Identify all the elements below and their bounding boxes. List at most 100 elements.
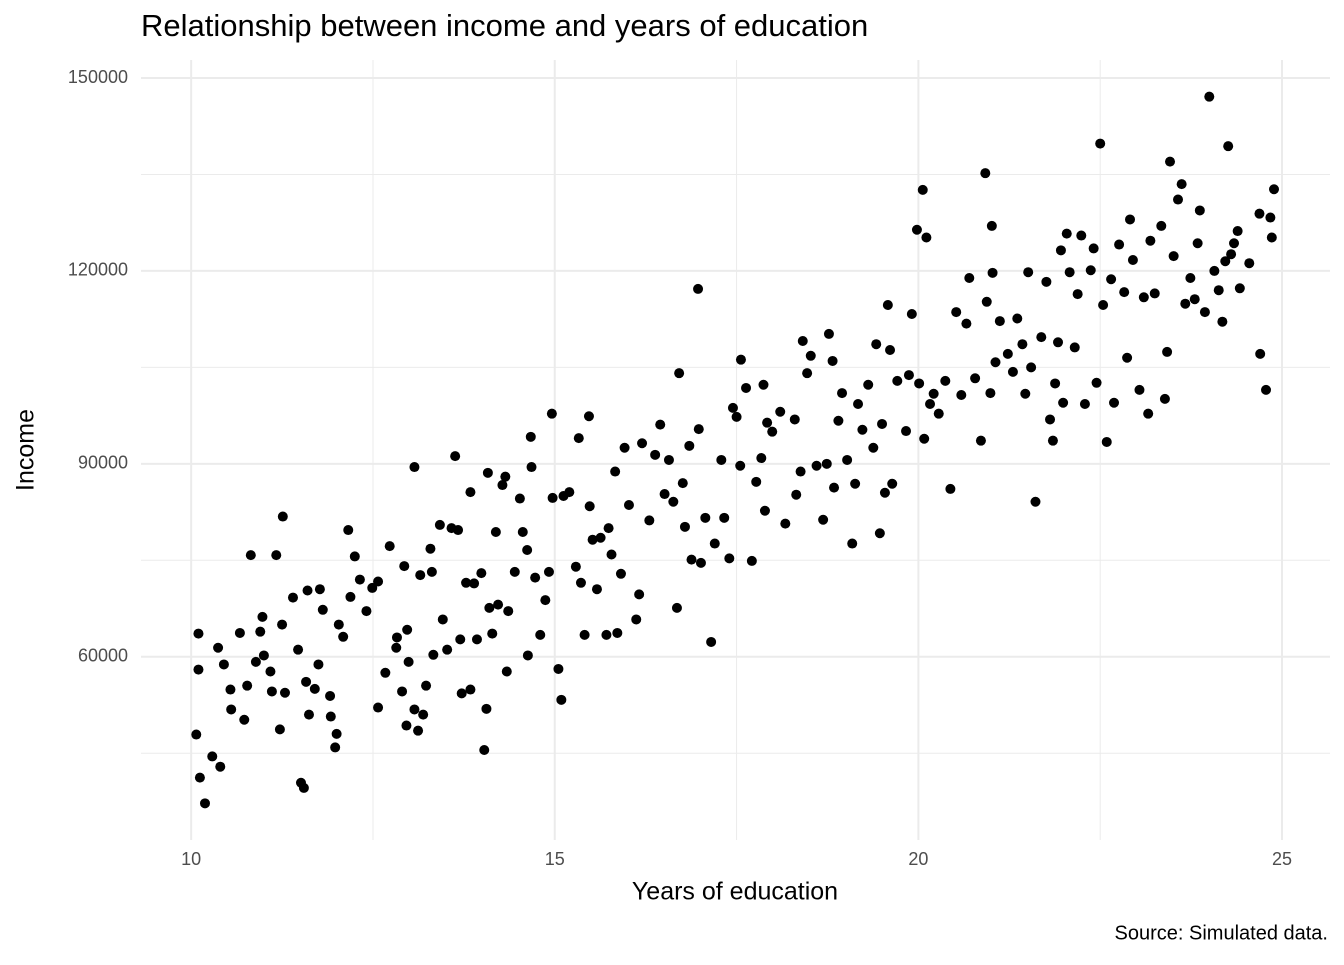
point [503,606,514,617]
point [277,619,288,630]
point [818,514,829,525]
point [564,487,575,498]
point [471,634,482,645]
point [847,538,858,549]
point [1091,377,1102,388]
point [479,744,490,755]
point [391,642,402,653]
point [693,283,704,294]
point [603,523,614,534]
point [1020,388,1031,399]
point [686,554,697,565]
point [450,451,461,462]
point [695,557,706,568]
point [509,566,520,577]
point [409,462,420,473]
point [487,628,498,639]
point [1229,238,1240,249]
point [194,772,205,783]
point [1143,408,1154,419]
point [397,686,408,697]
point [1159,393,1170,404]
point [514,493,525,504]
point [1064,267,1075,278]
point [1114,239,1125,250]
point [1266,232,1277,243]
point [759,505,770,516]
point [985,388,996,399]
point [314,584,325,595]
point [1007,366,1018,377]
point [951,307,962,318]
point [425,543,436,554]
point [1232,226,1243,237]
point [903,370,914,381]
point [706,636,717,647]
point [493,599,504,610]
point [225,684,236,695]
point [199,798,210,809]
point [274,724,285,735]
point [874,528,885,539]
point [403,656,414,667]
x-tick-label: 15 [545,849,565,869]
point [1168,251,1179,262]
point [1149,288,1160,299]
point [325,711,336,722]
point [437,614,448,625]
point [1244,258,1255,269]
y-axis-title: Income [12,409,40,491]
point [298,782,309,793]
point [756,453,767,464]
point [1254,208,1265,219]
point [925,399,936,410]
point [811,460,822,471]
point [829,482,840,493]
point [540,595,551,606]
point [735,460,746,471]
point [1192,238,1203,249]
point [857,424,868,435]
point [302,585,313,596]
point [373,576,384,587]
point [313,659,324,670]
point [994,316,1005,327]
point [961,318,972,329]
point [940,375,951,386]
point [887,478,898,489]
point [612,627,623,638]
point [671,602,682,613]
point [484,602,495,613]
point [655,419,666,430]
point [1145,235,1156,246]
point [309,683,320,694]
point [1047,435,1058,446]
point [623,499,634,510]
point [1119,287,1130,298]
point [663,454,674,465]
point [767,426,778,437]
point [287,592,298,603]
point [1085,265,1096,276]
point [325,690,336,701]
point [573,433,584,444]
point [917,184,928,195]
point [1220,256,1231,267]
point [677,478,688,489]
point [1055,245,1066,256]
point [1072,289,1083,300]
point [1125,214,1136,225]
point [191,729,202,740]
point [1269,184,1280,195]
point [415,570,426,581]
point [775,406,786,417]
point [409,704,420,715]
point [465,684,476,695]
point [1134,384,1145,395]
point [338,631,349,642]
point [535,629,546,640]
point [543,566,554,577]
point [1109,397,1120,408]
point [1023,267,1034,278]
point [805,350,816,361]
